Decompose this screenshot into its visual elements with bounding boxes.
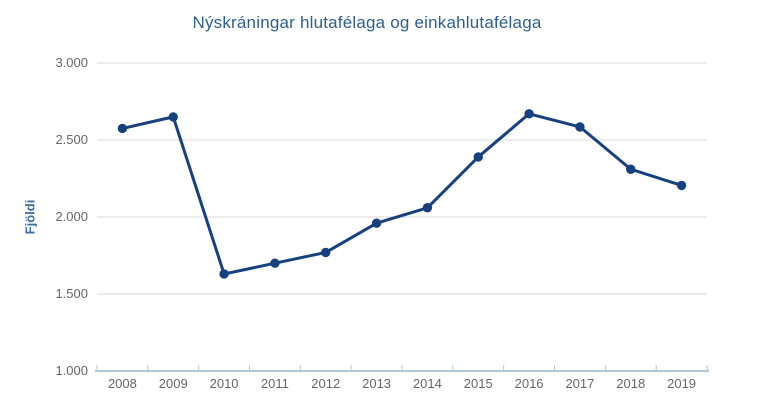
y-tick-label-3.000: 3.000 [55, 55, 88, 70]
data-point-2009 [168, 112, 178, 122]
data-point-2013 [371, 218, 382, 228]
chart-title: Nýskráningar hlutafélaga og einkahlutafé… [192, 13, 542, 32]
x-tick-label-2012: 2012 [311, 376, 341, 391]
x-tick-label-2019: 2019 [667, 376, 697, 391]
x-tick-label-2010: 2010 [209, 376, 239, 391]
y-tick-label-2.000: 2.000 [55, 209, 88, 224]
x-tick-label-2008: 2008 [107, 376, 137, 391]
x-tick-label-2016: 2016 [514, 376, 544, 391]
x-tick-label-2018: 2018 [616, 376, 646, 391]
data-point-2018 [626, 164, 636, 174]
data-point-2016 [524, 109, 534, 119]
data-point-2012 [321, 247, 331, 258]
data-point-2019 [676, 180, 687, 191]
data-point-2008 [117, 123, 128, 134]
data-point-2014 [422, 203, 433, 213]
x-tick-label-2011: 2011 [260, 376, 289, 391]
y-tick-label-1.000: 1.000 [55, 363, 88, 378]
data-point-2010 [219, 269, 229, 279]
x-tick-label-2013: 2013 [362, 376, 392, 391]
x-tick-label-2015: 2015 [463, 376, 493, 391]
data-point-2017 [575, 122, 585, 132]
data-point-2015 [473, 152, 483, 162]
data-line [120, 112, 684, 276]
x-tick-label-2017: 2017 [565, 376, 595, 391]
x-tick-label-2009: 2009 [158, 376, 188, 391]
data-point-2011 [270, 258, 280, 268]
y-tick-label-1.500: 1.500 [55, 286, 88, 301]
x-tick-label-2014: 2014 [412, 376, 442, 391]
y-tick-label-2.500: 2.500 [55, 132, 88, 147]
